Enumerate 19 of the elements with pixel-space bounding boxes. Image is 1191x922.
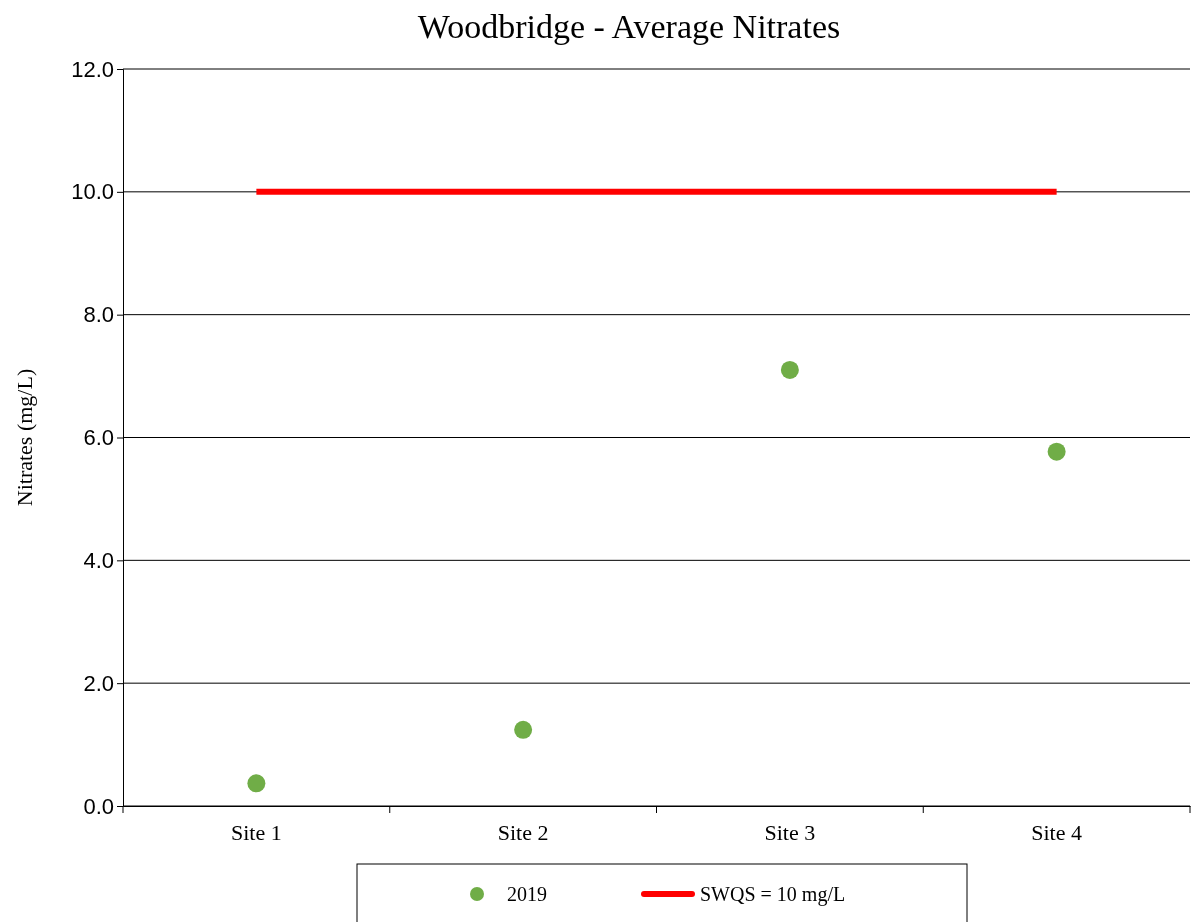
x-tick-label: Site 3 <box>764 819 816 845</box>
y-axis-title: Nitrates (mg/L) <box>12 368 37 507</box>
chart-title: Woodbridge - Average Nitrates <box>417 8 841 45</box>
y-tick-label: 2.0 <box>83 670 114 696</box>
legend-label: SWQS = 10 mg/L <box>700 883 846 906</box>
legend-label: 2019 <box>507 883 547 905</box>
point <box>514 720 533 739</box>
y-tick-label: 0.0 <box>83 793 114 819</box>
point <box>247 774 266 793</box>
x-tick-label: Site 1 <box>231 819 282 845</box>
y-tick-label: 10.0 <box>71 179 114 205</box>
y-tick-label: 8.0 <box>83 302 114 328</box>
y-tick-label: 12.0 <box>71 56 114 82</box>
x-tick-label: Site 4 <box>1031 819 1082 845</box>
y-tick-label: 6.0 <box>83 425 114 451</box>
point <box>1047 442 1066 461</box>
x-tick-label: Site 2 <box>497 819 549 845</box>
point <box>780 360 799 379</box>
y-tick-label: 4.0 <box>83 547 114 573</box>
